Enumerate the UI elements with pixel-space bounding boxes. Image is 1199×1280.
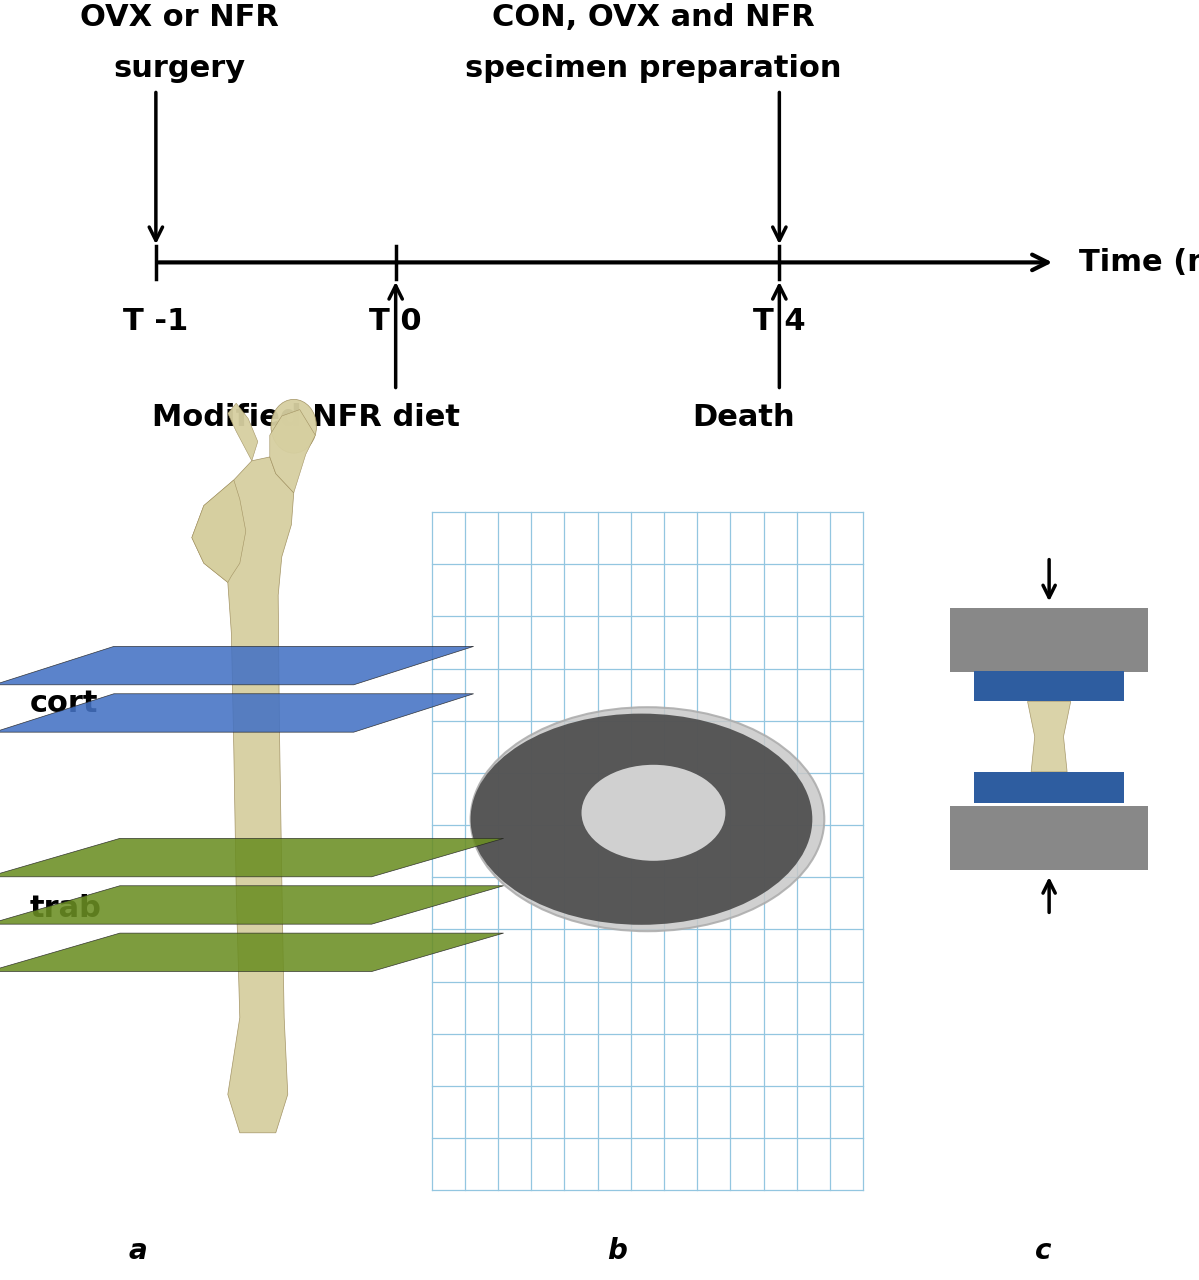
Text: cort: cort (30, 690, 98, 718)
Polygon shape (228, 403, 258, 461)
Text: c: c (1035, 1236, 1052, 1265)
Text: Modified NFR diet: Modified NFR diet (152, 403, 459, 433)
Polygon shape (0, 646, 474, 685)
Text: CON, OVX and NFR: CON, OVX and NFR (492, 3, 815, 32)
Bar (950, 608, 1149, 672)
Polygon shape (0, 694, 474, 732)
Polygon shape (0, 838, 504, 877)
Ellipse shape (471, 714, 813, 924)
Bar (950, 806, 1149, 870)
Polygon shape (270, 410, 315, 493)
Text: OVX or NFR: OVX or NFR (80, 3, 279, 32)
Polygon shape (192, 480, 246, 582)
Text: surgery: surgery (114, 54, 246, 83)
Ellipse shape (271, 399, 317, 453)
Polygon shape (1028, 701, 1071, 772)
Polygon shape (192, 457, 294, 1133)
Polygon shape (0, 886, 504, 924)
Text: Death: Death (692, 403, 795, 433)
Text: T -1: T -1 (123, 307, 188, 337)
Text: specimen preparation: specimen preparation (465, 54, 842, 83)
Text: Time (months): Time (months) (1079, 248, 1199, 276)
Text: a: a (128, 1236, 147, 1265)
Bar (974, 671, 1125, 701)
Ellipse shape (471, 707, 825, 932)
Text: trab: trab (30, 895, 102, 923)
Bar (974, 772, 1125, 803)
Text: T 4: T 4 (753, 307, 806, 337)
Text: b: b (608, 1236, 627, 1265)
Text: T 0: T 0 (369, 307, 422, 337)
Polygon shape (0, 933, 504, 972)
Ellipse shape (582, 764, 725, 860)
